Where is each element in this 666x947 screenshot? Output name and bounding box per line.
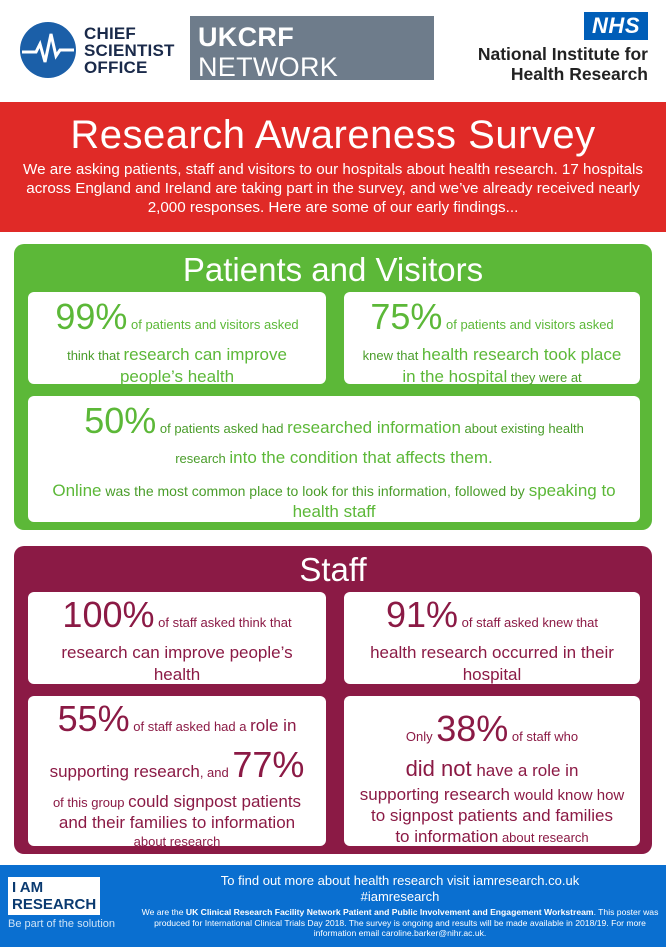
stat-text: of patients asked had [156,421,288,436]
stat-percent: 38% [436,708,509,749]
logo-header: CHIEF SCIENTIST OFFICE UKCRF NETWORK UK … [0,0,666,102]
stat-text: . [488,448,493,467]
stat-percent: 55% [57,698,130,739]
stat-percent: 91% [385,594,459,635]
stat-percent: 75% [370,296,443,337]
survey-banner: Research Awareness Survey We are asking … [0,102,666,232]
iam-research-logo: I AM RESEARCH Be part of the solution [8,877,115,930]
stat-text: of patients and visitors asked [442,317,614,332]
patients-card-99: 99% of patients and visitors asked think… [28,292,326,386]
stat-highlight: supporting research [359,785,511,804]
stat-highlight: health research occurred in their [370,643,614,662]
staff-card-91: 91% of staff asked knew that health rese… [344,592,640,684]
stat-highlight: Online [52,481,102,500]
nihr-logo: NHS National Institute for Health Resear… [448,12,648,84]
stat-text: , and [199,765,233,780]
ukcrf-logo: UKCRF NETWORK UK Clinical Research Facil… [190,16,434,96]
stat-text: would know how [510,787,625,804]
stat-highlight: hospital [462,665,522,684]
stat-text: research [175,451,230,466]
stat-text: Only [405,729,437,744]
cso-line-1: CHIEF [84,23,136,43]
stat-highlight: did not [405,756,472,781]
stat-text: of staff asked knew that [458,615,598,630]
patients-card-50: 50% of patients asked had researched inf… [28,396,640,522]
stat-text: of this group [52,795,129,810]
cso-line-2: SCIENTIST [84,40,175,60]
patients-section: Patients and Visitors 99% of patients an… [14,244,652,530]
stat-highlight: and their families to information [58,813,296,832]
stat-highlight: speaking to [528,481,616,500]
stat-highlight: to information [395,827,499,846]
stat-highlight: people’s health [119,367,235,386]
stat-text: of patients and visitors asked [127,317,299,332]
stat-text: of staff asked had a [129,719,251,734]
stat-percent: 100% [62,594,155,635]
stat-highlight: role in [250,716,297,735]
stat-text: knew that [362,348,422,363]
stat-highlight: research can improve people’s [61,643,293,662]
stat-highlight: researched information [287,418,461,437]
staff-section: Staff 100% of staff asked think that res… [14,546,652,854]
stat-highlight: to signpost patients and families [371,806,613,825]
stat-highlight: could signpost patients [128,792,302,811]
stat-text: they were at [507,370,582,385]
nhs-badge: NHS [584,12,648,40]
staff-card-38: Only 38% of staff who did not have a rol… [344,696,640,846]
iam-line-2: RESEARCH [12,896,97,913]
ukcrf-bold: UKCRF [198,22,294,52]
nihr-line-1: National Institute for [477,44,648,64]
stat-percent: 77% [232,744,305,785]
footer: I AM RESEARCH Be part of the solution To… [0,865,666,947]
heartbeat-icon [20,22,76,78]
stat-highlight: health staff [292,502,376,521]
stat-text: have a role in [471,761,579,780]
stat-text: think that [67,348,124,363]
staff-heading: Staff [299,551,367,588]
stat-text: about existing health [460,421,584,436]
stat-highlight: health research took place [421,345,622,364]
patients-heading: Patients and Visitors [182,251,484,288]
stat-text: was the most common place to look for th… [101,483,529,499]
stat-text: of staff who [508,729,579,744]
stat-highlight: in the hospital [402,367,508,386]
stat-highlight: into the condition that affects them [229,448,489,467]
visit-link[interactable]: To find out more about health research v… [220,873,580,888]
footer-note-post: . This poster was produced for Internati… [154,907,659,938]
intro-text: We are asking patients, staff and visito… [23,161,643,216]
stat-percent: 99% [55,296,128,337]
footer-note-bold: UK Clinical Research Facility Network Pa… [185,907,594,917]
stat-highlight: supporting research [49,762,200,781]
ukcrf-rest: NETWORK [198,52,339,82]
stat-highlight: research can improve [123,345,287,364]
ukcrf-subtitle: UK Clinical Research Facility Network [198,84,391,96]
hashtag: #iamresearch [360,889,440,904]
footer-note: We are the UK Clinical Research Facility… [140,907,660,939]
stat-text: about research [133,834,221,849]
nihr-line-2: Health Research [510,64,648,84]
stat-text: about research [498,830,589,845]
footer-note-pre: We are the [141,907,186,917]
patients-card-75: 75% of patients and visitors asked knew … [344,292,640,386]
iam-line-1: I AM [12,879,44,896]
stat-highlight: health [153,665,201,684]
stat-percent: 50% [84,400,157,441]
page-title: Research Awareness Survey [70,113,596,157]
cso-logo: CHIEF SCIENTIST OFFICE [20,20,175,80]
staff-card-55: 55% of staff asked had a role in support… [28,696,326,849]
cso-line-3: OFFICE [84,57,148,77]
stat-text: of staff asked think that [154,615,292,630]
staff-card-100: 100% of staff asked think that research … [28,592,326,684]
iam-tagline: Be part of the solution [8,918,116,930]
